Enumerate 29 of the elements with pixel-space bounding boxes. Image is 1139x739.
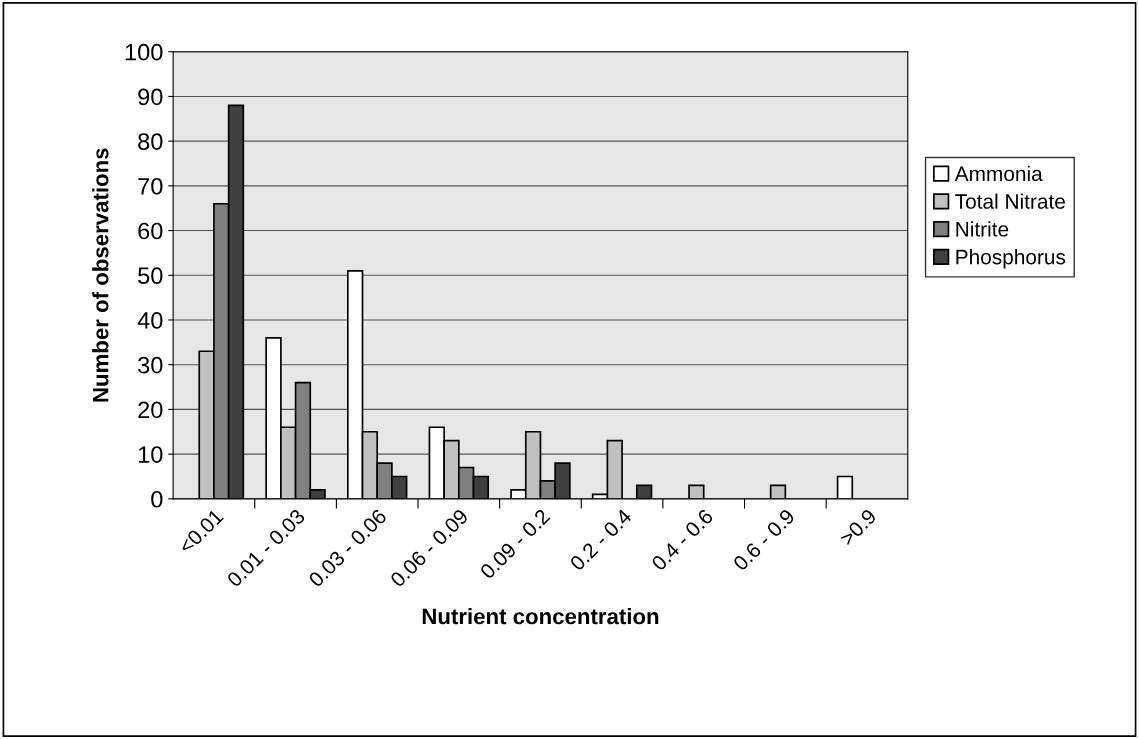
bar — [836, 475, 854, 499]
x-tick-label: 0.6 - 0.9 — [732, 508, 796, 572]
y-tick-label: 30 — [138, 356, 163, 374]
y-tick-label: 60 — [138, 222, 163, 240]
x-tick-label: 0.4 - 0.6 — [650, 508, 714, 572]
y-tick-label: 90 — [138, 88, 163, 106]
legend-label: Phosphorus — [956, 249, 1066, 269]
y-tick-label: 20 — [138, 401, 163, 419]
bar — [635, 484, 653, 499]
y-tick-label: 70 — [138, 177, 163, 195]
x-tick-label: 0.2 - 0.4 — [569, 507, 633, 572]
y-tick-label: 80 — [138, 133, 163, 150]
y-axis-title: Number of observations — [92, 148, 109, 402]
bar — [688, 484, 705, 499]
bar — [769, 484, 787, 499]
y-tick-label: 0 — [151, 490, 163, 508]
legend-label: Ammonia — [954, 165, 1043, 182]
y-tick-label: 50 — [138, 267, 163, 285]
x-tick-label: 0.01 - 0.03 — [226, 508, 306, 588]
y-tick-label: 100 — [125, 43, 163, 61]
x-tick-label: 0.09 - 0.2 — [479, 508, 551, 580]
legend-label: Nitrite — [956, 221, 1009, 237]
y-tick-label: 10 — [138, 446, 163, 463]
x-tick-label: 0.03 - 0.06 — [307, 508, 388, 588]
x-axis-title: Nutrient concentration — [422, 607, 659, 625]
legend-label: Total Nitrate — [955, 193, 1065, 209]
x-tick-label: 0.06 - 0.09 — [389, 508, 469, 588]
x-tick-label: >0.9 — [839, 508, 878, 547]
y-tick-label: 40 — [137, 312, 163, 329]
